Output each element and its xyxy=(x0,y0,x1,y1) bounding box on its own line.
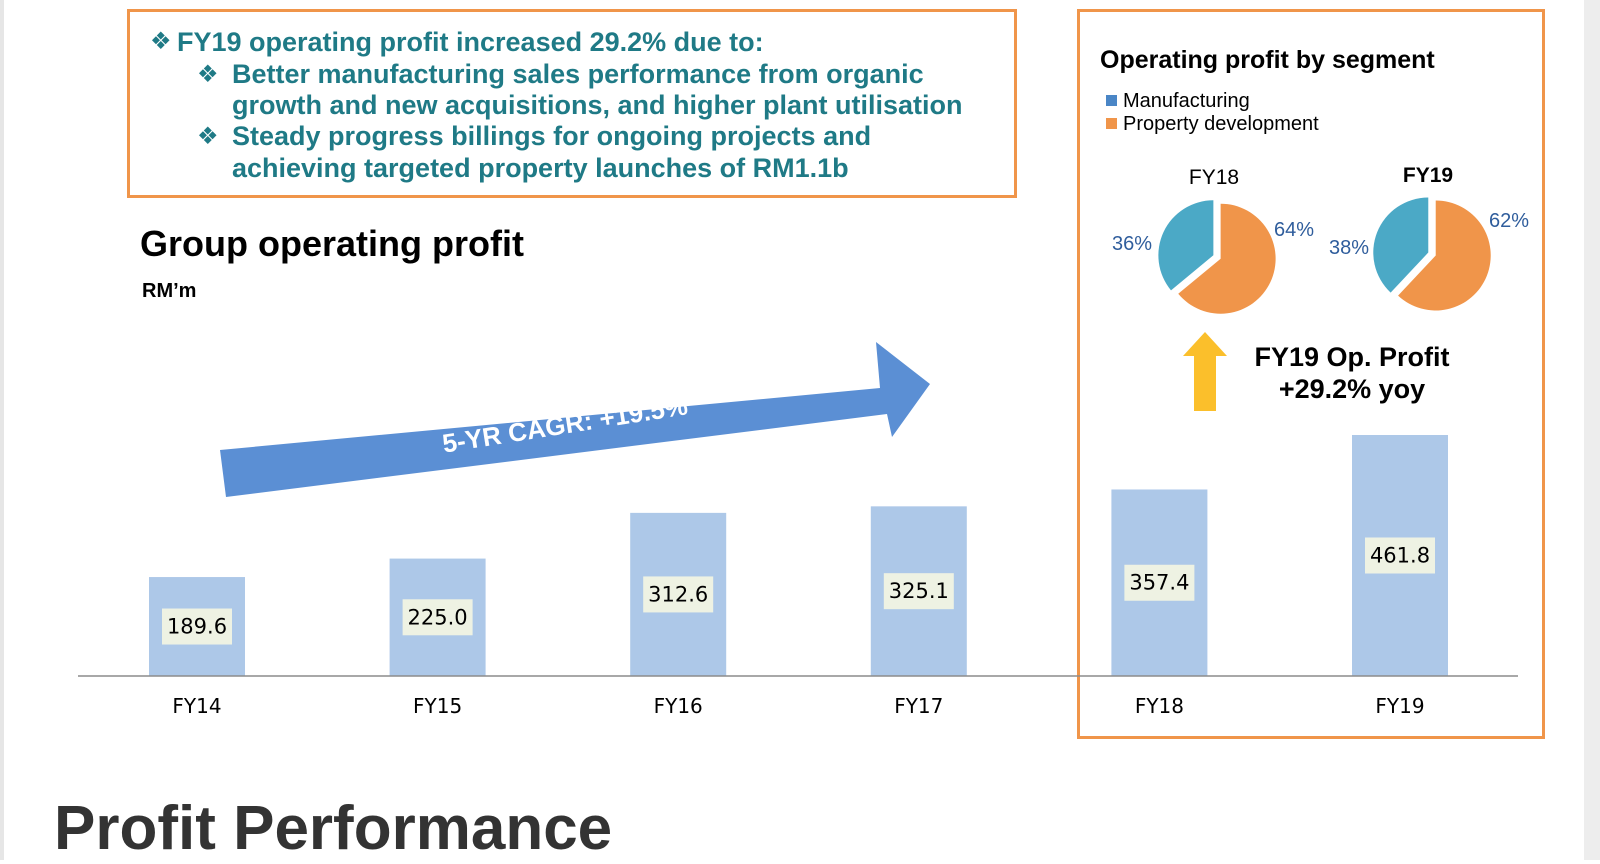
bar-value-label-bg xyxy=(883,573,954,610)
yoy-label-line-1: FY19 Op. Profit xyxy=(1254,342,1450,372)
bar-value-label-bg xyxy=(402,599,473,636)
cagr-arrow-shape xyxy=(220,342,930,497)
bar-series: 189.6 225.0 312.6 325.1 357.4 461.8 xyxy=(149,435,1448,676)
segment-chart-title: Operating profit by segment xyxy=(1100,46,1435,74)
legend-label-property: Property development xyxy=(1123,113,1319,135)
pie-charts xyxy=(1158,197,1491,314)
pie-fy18-slice-property xyxy=(1178,203,1276,314)
callout-box: ❖ FY19 operating profit increased 29.2% … xyxy=(127,9,1017,198)
y-unit-label: RM’m xyxy=(142,280,197,302)
pie-fy18-slice-manufacturing xyxy=(1158,200,1214,291)
x-tick-label: FY17 xyxy=(894,694,943,718)
callout-bullet-1-line-1: Better manufacturing sales performance f… xyxy=(232,59,924,89)
bar-value-label-bg xyxy=(162,608,232,645)
up-arrow-icon xyxy=(1183,332,1227,411)
bar-value-label: 325.1 xyxy=(889,579,949,603)
bar-value-label-bg xyxy=(1365,537,1435,574)
right-edge-strip xyxy=(1584,0,1600,860)
callout-bullet-2-line-1: Steady progress billings for ongoing pro… xyxy=(232,121,872,151)
legend-swatch-property xyxy=(1106,118,1117,129)
bar-value-label: 189.6 xyxy=(167,615,227,639)
legend-manufacturing: Manufacturing xyxy=(1106,90,1250,113)
pie-fy19-pct-manufacturing: 38% xyxy=(1329,237,1370,259)
segment-highlight-box xyxy=(1077,9,1545,739)
legend-property: Property development xyxy=(1106,113,1319,136)
callout-bullet-2-line-2: achieving targeted property launches of … xyxy=(232,153,849,183)
pie-fy19-slice-manufacturing xyxy=(1373,197,1429,293)
page-title: Profit Performance xyxy=(54,794,613,863)
pie-fy19-slice-property xyxy=(1398,200,1491,311)
pie-title-fy18: FY18 xyxy=(1188,166,1240,189)
x-tick-label: FY15 xyxy=(413,694,462,718)
x-tick-label: FY14 xyxy=(172,694,221,718)
x-tick-label: FY16 xyxy=(654,694,703,718)
bar-value-label-bg xyxy=(643,576,714,613)
x-tick-label: FY18 xyxy=(1135,694,1184,718)
yoy-label-line-2: +29.2% yoy xyxy=(1278,374,1426,404)
diamond-bullet-icon: ❖ xyxy=(197,61,219,88)
bar-value-label: 312.6 xyxy=(648,582,708,606)
x-tick-label: FY19 xyxy=(1375,694,1424,718)
legend-swatch-manufacturing xyxy=(1106,95,1117,106)
x-tick-labels: FY14 FY15 FY16 FY17 FY18 FY19 xyxy=(172,694,1424,718)
diamond-bullet-icon: ❖ xyxy=(150,28,172,55)
pie-fy18-pct-property: 64% xyxy=(1274,219,1315,241)
diamond-bullet-icon: ❖ xyxy=(197,123,219,150)
pie-title-fy19: FY19 xyxy=(1402,164,1454,187)
bar-value-label: 225.0 xyxy=(408,605,468,629)
bar-value-label-bg xyxy=(1124,564,1195,601)
pie-fy19-pct-property: 62% xyxy=(1489,210,1530,232)
left-edge-strip xyxy=(0,0,4,860)
callout-headline: FY19 operating profit increased 29.2% du… xyxy=(177,27,764,57)
chart-title: Group operating profit xyxy=(140,223,524,264)
pie-fy18-pct-manufacturing: 36% xyxy=(1112,233,1153,255)
bar-value-label: 357.4 xyxy=(1129,571,1189,595)
bar-value-label: 461.8 xyxy=(1370,544,1430,568)
legend-label-manufacturing: Manufacturing xyxy=(1123,90,1250,112)
callout-bullet-1-line-2: growth and new acquisitions, and higher … xyxy=(232,90,963,120)
